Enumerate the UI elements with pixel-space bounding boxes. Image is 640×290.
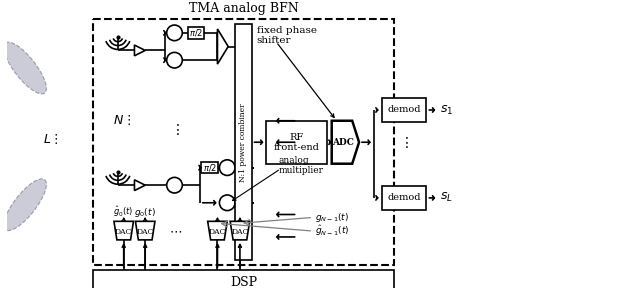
Text: N:1 power combiner: N:1 power combiner xyxy=(239,103,247,182)
Bar xyxy=(266,121,327,164)
Polygon shape xyxy=(114,221,134,240)
Circle shape xyxy=(166,25,182,41)
Text: analog
multiplier: analog multiplier xyxy=(279,156,324,175)
Text: DSP: DSP xyxy=(230,276,257,289)
Text: $\hat{g}_0(t)$: $\hat{g}_0(t)$ xyxy=(113,205,134,219)
Text: $L\vdots$: $L\vdots$ xyxy=(42,132,58,146)
Bar xyxy=(381,98,426,122)
Polygon shape xyxy=(134,180,145,191)
Ellipse shape xyxy=(4,42,46,94)
Polygon shape xyxy=(230,221,250,240)
Text: $\hat{g}_{N-1}(t)$: $\hat{g}_{N-1}(t)$ xyxy=(315,224,349,238)
Text: TMA analog BFN: TMA analog BFN xyxy=(189,2,299,15)
Circle shape xyxy=(166,177,182,193)
Text: $\vdots$: $\vdots$ xyxy=(170,122,179,137)
Text: DAC: DAC xyxy=(209,228,226,236)
Circle shape xyxy=(220,160,235,175)
Bar xyxy=(93,19,394,265)
Text: $s_1$: $s_1$ xyxy=(440,104,453,117)
Text: $g_0(t)$: $g_0(t)$ xyxy=(134,206,156,219)
Bar xyxy=(202,162,218,173)
Text: RF
front-end: RF front-end xyxy=(274,133,319,152)
Polygon shape xyxy=(218,29,228,64)
Bar xyxy=(381,186,426,210)
Polygon shape xyxy=(332,121,359,164)
Text: ADC: ADC xyxy=(332,138,353,147)
Bar xyxy=(188,27,204,39)
Text: $\vdots$: $\vdots$ xyxy=(399,135,409,150)
Polygon shape xyxy=(136,221,155,240)
Text: DAC: DAC xyxy=(231,228,248,236)
Bar xyxy=(93,270,394,290)
Text: DAC: DAC xyxy=(136,228,154,236)
Text: demod: demod xyxy=(387,193,420,202)
Text: demod: demod xyxy=(387,106,420,115)
Ellipse shape xyxy=(4,179,46,231)
Polygon shape xyxy=(134,45,145,56)
Polygon shape xyxy=(208,221,227,240)
Polygon shape xyxy=(238,197,249,208)
Circle shape xyxy=(166,52,182,68)
Text: $\pi/2$: $\pi/2$ xyxy=(189,27,203,38)
Text: $g_{N-1}(t)$: $g_{N-1}(t)$ xyxy=(315,211,349,224)
Polygon shape xyxy=(238,162,249,173)
Text: $\cdots$: $\cdots$ xyxy=(169,224,182,237)
Bar xyxy=(235,24,252,260)
Text: $\pi/2$: $\pi/2$ xyxy=(203,162,217,173)
Circle shape xyxy=(220,195,235,211)
Text: fixed phase
shifter: fixed phase shifter xyxy=(257,26,317,46)
Text: DAC: DAC xyxy=(115,228,132,236)
Text: $N\vdots$: $N\vdots$ xyxy=(113,113,131,127)
Text: $s_L$: $s_L$ xyxy=(440,191,453,204)
